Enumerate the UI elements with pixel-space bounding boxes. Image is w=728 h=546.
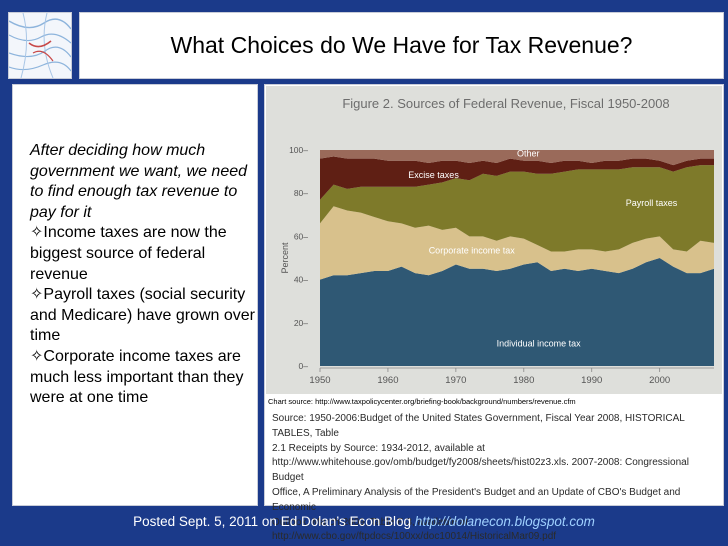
chart-area: Figure 2. Sources of Federal Revenue, Fi… bbox=[266, 86, 722, 394]
y-tick-label: 0– bbox=[299, 361, 309, 371]
bullet-item-payroll: ✧Payroll taxes (social security and Medi… bbox=[30, 285, 256, 347]
series-label: Payroll taxes bbox=[626, 198, 678, 208]
y-tick-label: 20– bbox=[294, 318, 308, 328]
bullet-item-income: ✧Income taxes are now the biggest source… bbox=[30, 223, 256, 285]
x-tick-label: 1980 bbox=[513, 375, 534, 386]
x-tick-label: 1950 bbox=[309, 375, 330, 386]
star-bullet-icon: ✧ bbox=[30, 347, 44, 365]
y-tick-label: 60– bbox=[294, 231, 308, 241]
chart-title: Figure 2. Sources of Federal Revenue, Fi… bbox=[342, 96, 669, 111]
x-tick-label: 1990 bbox=[581, 375, 602, 386]
source-line: 2.1 Receipts by Source: 1934-2012, avail… bbox=[272, 442, 485, 454]
bullet-text: Payroll taxes (social security and Medic… bbox=[30, 286, 256, 345]
x-tick-label: 2000 bbox=[649, 375, 670, 386]
source-line: Office, A Preliminary Analysis of the Pr… bbox=[272, 486, 681, 513]
x-tick-label: 1960 bbox=[377, 375, 398, 386]
bullet-text: Corporate income taxes are much less imp… bbox=[30, 347, 244, 407]
bullet-item-corporate: ✧Corporate income taxes are much less im… bbox=[30, 347, 256, 409]
area-other bbox=[320, 150, 714, 166]
y-tick-label: 100– bbox=[289, 145, 308, 155]
area-payroll-taxes bbox=[320, 165, 714, 252]
source-line: http://www.whitehouse.gov/omb/budget/fy2… bbox=[272, 457, 689, 484]
source-line: http://www.cbo.gov/ftpdocs/100xx/doc1001… bbox=[272, 531, 557, 543]
source-line: Source: 1950-2006:Budget of the United S… bbox=[272, 413, 685, 439]
bullet-list: After deciding how much government we wa… bbox=[30, 141, 256, 409]
bullet-text: Income taxes are now the biggest source … bbox=[30, 224, 227, 283]
text-panel: After deciding how much government we wa… bbox=[12, 84, 258, 506]
y-axis-label: Percent bbox=[280, 242, 290, 274]
series-label: Individual income tax bbox=[497, 339, 582, 349]
logo-graphic-icon bbox=[9, 13, 71, 78]
blog-link[interactable]: http://dolanecon.blogspot.com bbox=[414, 514, 595, 529]
footer-text: Posted Sept. 5, 2011 on Ed Dolan’s Econ … bbox=[133, 514, 415, 529]
area-excise-taxes bbox=[320, 156, 714, 200]
footer: Posted Sept. 5, 2011 on Ed Dolan’s Econ … bbox=[0, 514, 728, 529]
logo bbox=[8, 12, 72, 79]
star-bullet-icon: ✧ bbox=[30, 224, 44, 242]
source-citation: Source: 1950-2006:Budget of the United S… bbox=[272, 412, 718, 545]
series-label: Corporate income tax bbox=[429, 246, 516, 256]
star-bullet-icon: ✧ bbox=[30, 286, 44, 304]
stacked-area-chart: Figure 2. Sources of Federal Revenue, Fi… bbox=[280, 96, 714, 386]
area-individual-income-tax bbox=[320, 258, 714, 366]
title-bar: What Choices do We Have for Tax Revenue? bbox=[79, 12, 724, 79]
y-tick-label: 80– bbox=[294, 188, 308, 198]
slide-title: What Choices do We Have for Tax Revenue? bbox=[170, 32, 633, 58]
source-line: Outlook, March 2009, Table F-3, availabl… bbox=[272, 516, 469, 528]
intro-text: After deciding how much government we wa… bbox=[30, 142, 248, 221]
chart-source-note: Chart source: http://www.taxpolicycenter… bbox=[268, 397, 576, 406]
series-label: Other bbox=[517, 148, 540, 158]
area-corporate-income-tax bbox=[320, 206, 714, 280]
x-tick-label: 1970 bbox=[445, 375, 466, 386]
y-tick-label: 40– bbox=[294, 275, 308, 285]
series-label: Excise taxes bbox=[408, 170, 459, 180]
